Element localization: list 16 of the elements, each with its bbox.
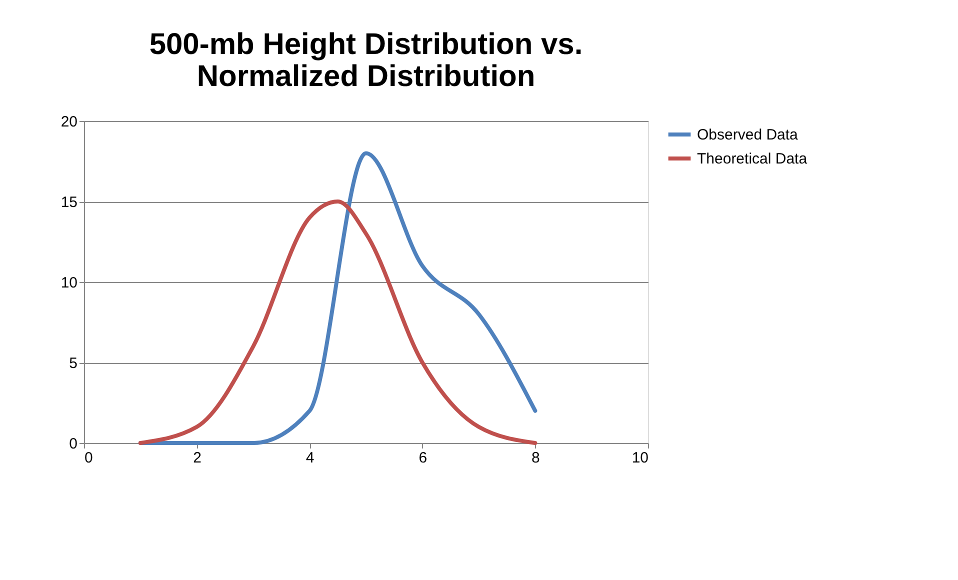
y-tick-label: 20 — [60, 114, 78, 130]
y-tick-label: 0 — [69, 436, 78, 452]
line-series — [138, 151, 538, 445]
y-tick-label: 15 — [60, 194, 78, 211]
chart-title: 500-mb Height Distribution vs. Normalized Distribution — [149, 28, 583, 93]
x-tick-label: 2 — [193, 450, 202, 466]
x-tick-label: 6 — [418, 450, 428, 466]
x-tick-label: 10 — [632, 450, 648, 466]
x-tick-label: 8 — [532, 450, 540, 466]
y-tick-label: 10 — [60, 274, 78, 292]
y-tick-label: 5 — [69, 355, 78, 372]
legend-label: Observed Data — [697, 126, 799, 144]
x-tick-label: 0 — [84, 450, 93, 466]
x-tick-label: 4 — [306, 450, 314, 466]
line-series — [138, 200, 538, 445]
legend-label: Theoretical Data — [697, 150, 808, 168]
